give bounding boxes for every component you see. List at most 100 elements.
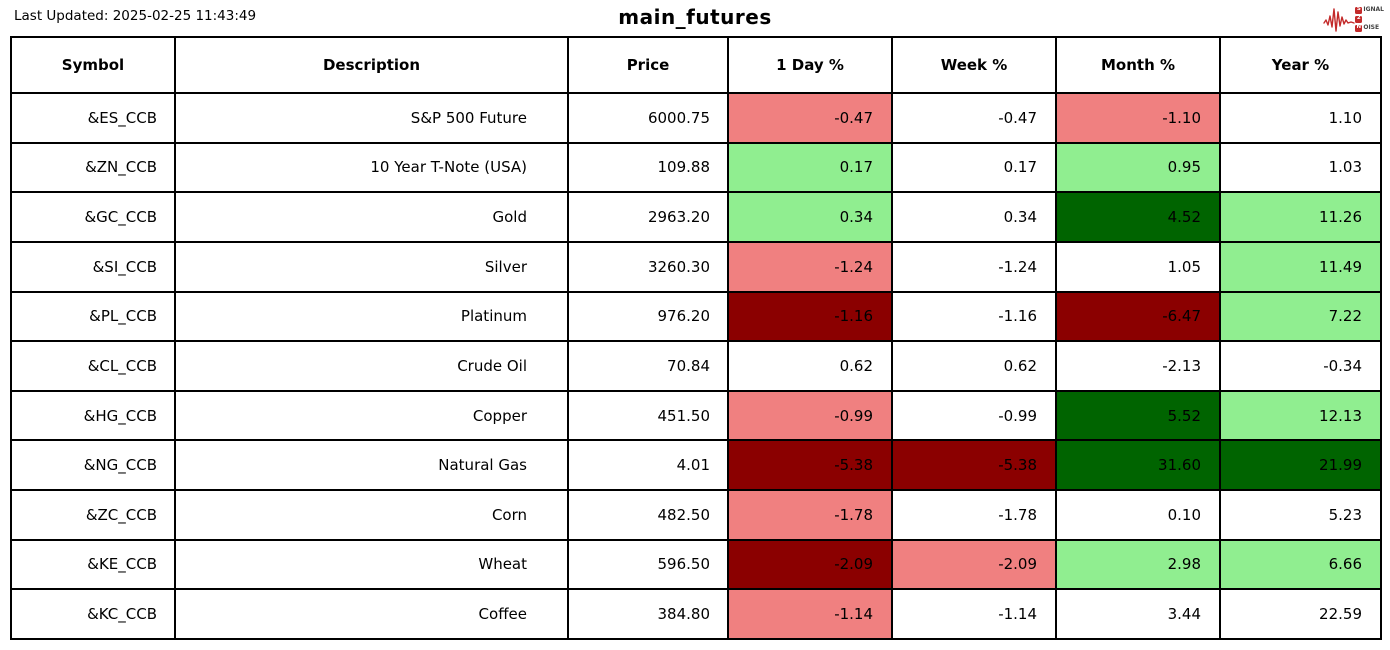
description-cell: Natural Gas [174,439,569,491]
table-row: &ES_CCB S&P 500 Future 6000.75 -0.47 -0.47 -1… [10,92,1382,144]
symbol-cell: &ZC_CCB [10,489,176,541]
symbol-cell: &KE_CCB [10,538,176,591]
day-percent-cell: -5.38 [727,439,893,491]
table-row: &PL_CCB Platinum 976.20 -1.16 -1.16 -6.47 7.22 [10,290,1382,343]
month-percent-cell: 5.52 [1055,389,1221,442]
year-percent-cell: 11.49 [1219,240,1382,293]
day-percent-cell: 0.62 [727,340,893,392]
table-row: &ZC_CCB Corn 482.50 -1.78 -1.78 0.10 5.23 [10,489,1382,541]
last-updated-label: Last Updated: 2025-02-25 11:43:49 [14,8,257,24]
price-cell: 2963.20 [567,191,729,243]
month-percent-cell: 2.98 [1055,538,1221,591]
day-percent-cell: -1.78 [727,489,893,541]
symbol-cell: &SI_CCB [10,240,176,293]
month-percent-cell: -6.47 [1055,290,1221,343]
column-header-description: Description [174,36,569,94]
table-row: &SI_CCB Silver 3260.30 -1.24 -1.24 1.05 11.49 [10,240,1382,293]
month-percent-cell: 0.95 [1055,141,1221,194]
price-cell: 596.50 [567,538,729,591]
symbol-cell: &KC_CCB [10,588,176,640]
description-cell: Platinum [174,290,569,343]
table-body: &ES_CCB S&P 500 Future 6000.75 -0.47 -0.47 -1… [10,92,1382,640]
day-percent-cell: -1.14 [727,588,893,640]
price-cell: 70.84 [567,340,729,392]
column-header-week: Week % [891,36,1057,94]
month-percent-cell: 1.05 [1055,240,1221,293]
futures-table: Symbol Description Price 1 Day % Week % … [10,36,1382,640]
column-header-symbol: Symbol [10,36,176,94]
description-cell: Wheat [174,538,569,591]
symbol-cell: &NG_CCB [10,439,176,491]
year-percent-cell: 6.66 [1219,538,1382,591]
month-percent-cell: 0.10 [1055,489,1221,541]
price-cell: 3260.30 [567,240,729,293]
symbol-cell: &PL_CCB [10,290,176,343]
symbol-cell: &CL_CCB [10,340,176,392]
price-cell: 976.20 [567,290,729,343]
table-row: &CL_CCB Crude Oil 70.84 0.62 0.62 -2.13 -0.34 [10,340,1382,392]
description-cell: Gold [174,191,569,243]
logo-letter-2: 2 [1355,15,1363,23]
week-percent-cell: -1.78 [891,489,1057,541]
logo-text: S IGNAL 2 N OISE [1355,6,1384,33]
page-title: main_futures [618,5,772,29]
day-percent-cell: -1.24 [727,240,893,293]
column-header-year: Year % [1219,36,1382,94]
column-header-price: Price [567,36,729,94]
description-cell: Coffee [174,588,569,640]
day-percent-cell: 0.17 [727,141,893,194]
waveform-icon [1323,4,1356,34]
price-cell: 6000.75 [567,92,729,144]
logo-word-oise: OISE [1363,24,1380,31]
week-percent-cell: -1.14 [891,588,1057,640]
year-percent-cell: 1.10 [1219,92,1382,144]
price-cell: 4.01 [567,439,729,491]
year-percent-cell: 7.22 [1219,290,1382,343]
table-row: &HG_CCB Copper 451.50 -0.99 -0.99 5.52 12.13 [10,389,1382,442]
price-cell: 109.88 [567,141,729,194]
week-percent-cell: -1.24 [891,240,1057,293]
year-percent-cell: 21.99 [1219,439,1382,491]
year-percent-cell: -0.34 [1219,340,1382,392]
table-row: &NG_CCB Natural Gas 4.01 -5.38 -5.38 31.60 21.… [10,439,1382,491]
price-cell: 384.80 [567,588,729,640]
day-percent-cell: -0.99 [727,389,893,442]
day-percent-cell: -2.09 [727,538,893,591]
week-percent-cell: 0.34 [891,191,1057,243]
year-percent-cell: 5.23 [1219,489,1382,541]
table-row: &GC_CCB Gold 2963.20 0.34 0.34 4.52 11.26 [10,191,1382,243]
description-cell: Corn [174,489,569,541]
month-percent-cell: -2.13 [1055,340,1221,392]
table-row: &ZN_CCB 10 Year T-Note (USA) 109.88 0.17 0.1… [10,141,1382,194]
description-cell: 10 Year T-Note (USA) [174,141,569,194]
logo-letter-n: N [1355,24,1363,32]
table-row: &KE_CCB Wheat 596.50 -2.09 -2.09 2.98 6.66 [10,538,1382,591]
description-cell: S&P 500 Future [174,92,569,144]
symbol-cell: &HG_CCB [10,389,176,442]
year-percent-cell: 11.26 [1219,191,1382,243]
description-cell: Silver [174,240,569,293]
signal-2-noise-logo: S IGNAL 2 N OISE [1323,3,1384,35]
table-row: &KC_CCB Coffee 384.80 -1.14 -1.14 3.44 22.59 [10,588,1382,640]
day-percent-cell: 0.34 [727,191,893,243]
week-percent-cell: 0.62 [891,340,1057,392]
week-percent-cell: -0.47 [891,92,1057,144]
year-percent-cell: 22.59 [1219,588,1382,640]
price-cell: 451.50 [567,389,729,442]
week-percent-cell: 0.17 [891,141,1057,194]
month-percent-cell: 4.52 [1055,191,1221,243]
description-cell: Crude Oil [174,340,569,392]
symbol-cell: &ZN_CCB [10,141,176,194]
week-percent-cell: -2.09 [891,538,1057,591]
day-percent-cell: -0.47 [727,92,893,144]
column-header-1day: 1 Day % [727,36,893,94]
price-cell: 482.50 [567,489,729,541]
week-percent-cell: -1.16 [891,290,1057,343]
logo-letter-s: S [1355,6,1363,14]
day-percent-cell: -1.16 [727,290,893,343]
symbol-cell: &ES_CCB [10,92,176,144]
month-percent-cell: 3.44 [1055,588,1221,640]
logo-word-ignal: IGNAL [1363,6,1384,13]
week-percent-cell: -0.99 [891,389,1057,442]
year-percent-cell: 12.13 [1219,389,1382,442]
